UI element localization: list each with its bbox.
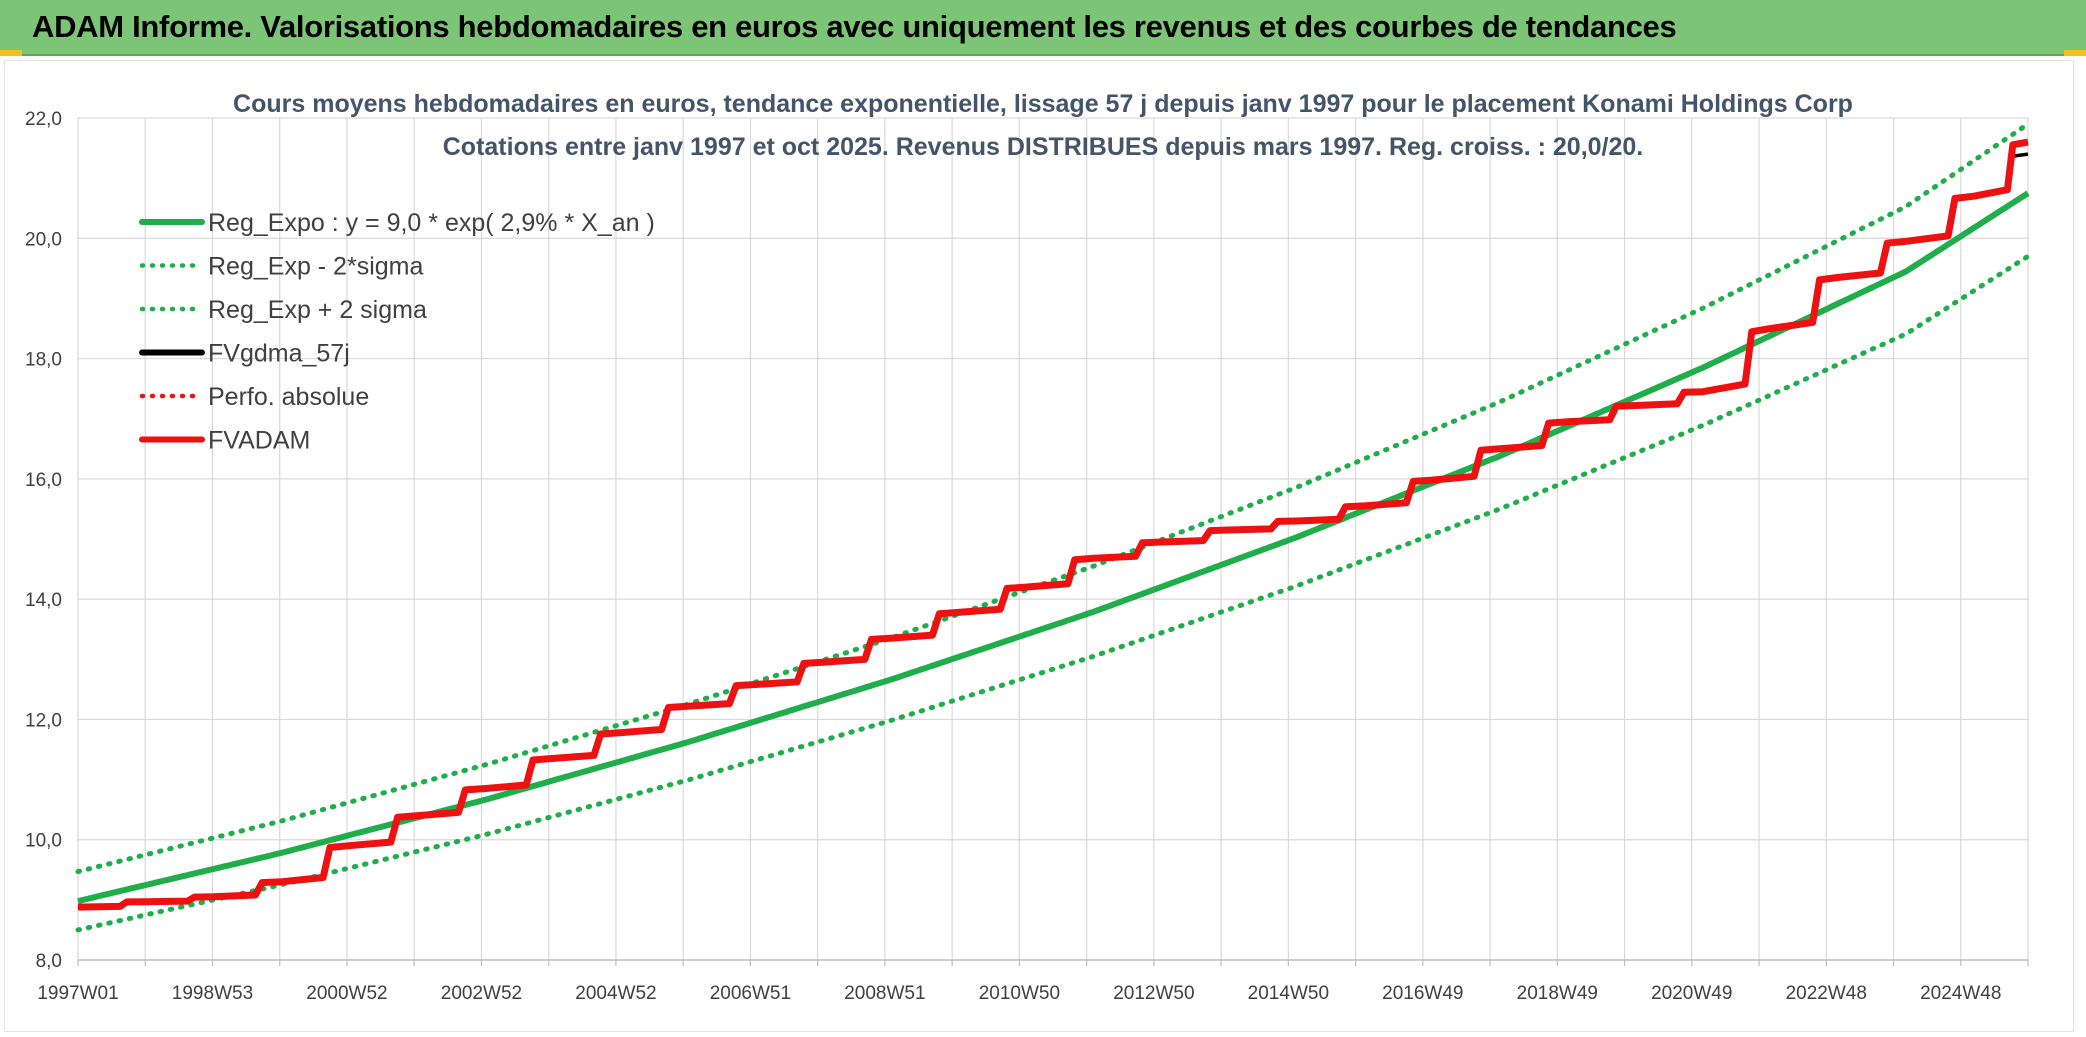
legend: Reg_Expo : y = 9,0 * exp( 2,9% * X_an ) R…: [139, 209, 655, 455]
x-tick-label: 2022W48: [1786, 983, 1867, 1004]
x-tick-label: 1997W01: [37, 983, 118, 1004]
legend-label: FVADAM: [208, 427, 310, 455]
legend-label: Reg_Exp + 2 sigma: [208, 296, 427, 324]
x-tick-label: 2000W52: [306, 983, 387, 1004]
y-tick-label: 8,0: [36, 951, 62, 972]
x-tick-label: 2018W49: [1517, 983, 1598, 1004]
corner-accent-left: [0, 50, 22, 56]
legend-label: FVgdma_57j: [208, 340, 350, 368]
series-line-reg-expo: [77, 190, 2030, 905]
x-tick-label: 2002W52: [441, 983, 522, 1004]
x-tick-label: 2004W52: [575, 983, 656, 1004]
y-tick-label: 22,0: [25, 109, 62, 130]
series-layer: [75, 121, 2031, 933]
x-tick-label: 2024W48: [1920, 983, 2001, 1004]
y-tick-label: 20,0: [25, 229, 62, 250]
x-tick-label: 2016W49: [1382, 983, 1463, 1004]
x-tick-label: 2014W50: [1248, 983, 1329, 1004]
y-tick-label: 18,0: [25, 350, 62, 371]
y-tick-label: 12,0: [25, 710, 62, 731]
x-tick-label: 2008W51: [844, 983, 925, 1004]
x-tick-label: 2012W50: [1113, 983, 1194, 1004]
x-tick-label: 2020W49: [1651, 983, 1732, 1004]
x-tick-label: 2010W50: [979, 983, 1060, 1004]
legend-label: Reg_Exp - 2*sigma: [208, 253, 423, 281]
axis-layer: 8,0 10,0 12,0 14,0 16,0 18,0 20,0 22,0 1997W01 19…: [25, 109, 2029, 1004]
legend-label: Perfo. absolue: [208, 383, 369, 411]
y-tick-label: 16,0: [25, 470, 62, 491]
banner-title: ADAM Informe. Valorisations hebdomadaire…: [32, 9, 1677, 44]
x-tick-label: 1998W53: [172, 983, 253, 1004]
chart-subtitle: Cotations entre janv 1997 et oct 2025. R…: [443, 133, 1644, 161]
legend-label: Reg_Expo : y = 9,0 * exp( 2,9% * X_an ): [208, 209, 655, 237]
series-line-upper-band: [75, 121, 2031, 875]
chart-frame: [4, 60, 2074, 1032]
x-tick-label: 2006W51: [710, 983, 791, 1004]
chart-title: Cours moyens hebdomadaires en euros, ten…: [233, 90, 1853, 118]
y-tick-label: 14,0: [25, 590, 62, 611]
y-tick-label: 10,0: [25, 831, 62, 852]
series-line-lower-band: [75, 253, 2031, 933]
corner-accent-right: [2064, 50, 2086, 56]
series-line-fvadam: [77, 138, 2029, 911]
title-banner: ADAM Informe. Valorisations hebdomadaire…: [0, 0, 2086, 56]
grid-layer: [77, 117, 2029, 961]
